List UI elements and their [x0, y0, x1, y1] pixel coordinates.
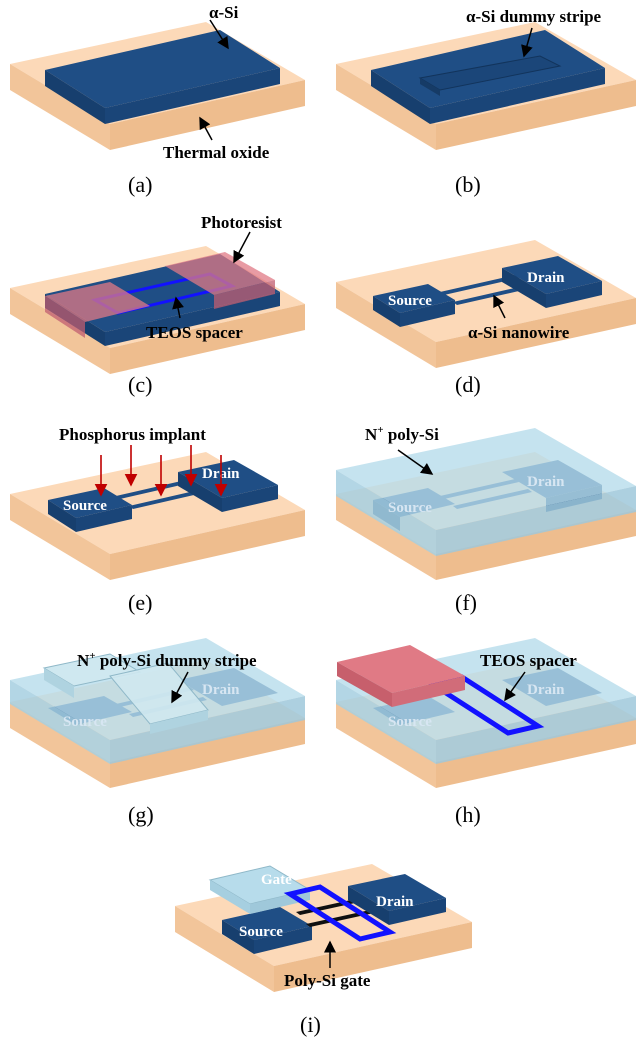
label-source-h: Source [388, 714, 432, 730]
oxide-arrow [199, 116, 213, 141]
label-source-i: Source [239, 924, 283, 940]
label-teos-c: TEOS spacer [146, 323, 243, 342]
label-nanowire: α-Si nanowire [468, 323, 570, 342]
label-drain-i: Drain [376, 894, 414, 910]
poly-si-gate-loop [283, 884, 397, 942]
dummy-arrow [521, 27, 533, 58]
label-teos-h: TEOS spacer [480, 651, 577, 670]
photoresist-h [337, 645, 465, 707]
asi-arrow [209, 19, 229, 50]
panel-e: Drain Source Phosphorus implant (e) [10, 425, 305, 615]
npoly-si-film [336, 428, 636, 556]
caption-i: (i) [300, 1012, 321, 1037]
label-drain-g: Drain [202, 682, 240, 698]
label-source-d: Source [388, 293, 432, 309]
photoresist-right [165, 252, 275, 309]
caption-h: (h) [455, 802, 481, 827]
label-asi: α-Si [209, 3, 239, 22]
caption-e: (e) [128, 590, 152, 615]
label-dummy-stripe: α-Si dummy stripe [466, 7, 602, 26]
asi-film [45, 30, 280, 124]
label-source-f: Source [388, 500, 432, 516]
nanowires [440, 275, 532, 305]
panel-f: Drain Source N+ poly-Si (f) [336, 424, 636, 615]
caption-a: (a) [128, 172, 152, 197]
label-photoresist: Photoresist [201, 213, 282, 232]
caption-d: (d) [455, 372, 481, 397]
nanowire-arrow [493, 294, 506, 319]
label-polygate: Poly-Si gate [284, 971, 371, 990]
panel-d: Drain Source α-Si nanowire (d) [336, 240, 636, 397]
panel-a: α-Si Thermal oxide (a) [10, 3, 305, 197]
panel-c: Photoresist TEOS spacer (c) [10, 213, 305, 397]
label-gate: Gate [261, 872, 292, 888]
panel-h: Drain Source TEOS spacer (h) [336, 638, 636, 827]
caption-b: (b) [455, 172, 481, 197]
caption-g: (g) [128, 802, 154, 827]
implant-arrows [94, 445, 228, 497]
label-implant: Phosphorus implant [59, 425, 206, 444]
label-thermal-oxide: Thermal oxide [163, 143, 270, 162]
panel-i: Gate Drain Source Poly-Si gate (i) [175, 864, 472, 1037]
label-drain-f: Drain [527, 474, 565, 490]
label-npoly-dummy: N+ poly-Si dummy stripe [77, 650, 257, 670]
source-pad [373, 284, 455, 327]
label-drain-h: Drain [527, 682, 565, 698]
teos-arrow-c [172, 296, 184, 319]
teos-arrow-h [504, 671, 526, 702]
source-pad-i [222, 907, 312, 954]
npoly-arrow [397, 449, 434, 475]
label-source-g: Source [63, 714, 107, 730]
npoly-dummy-arrow [171, 671, 189, 704]
npoly-dummy-stripe [42, 653, 209, 734]
drain-pad-i [348, 874, 446, 925]
asi-dummy-stripe [418, 55, 562, 96]
photoresist-arrow [233, 231, 251, 264]
panel-g: Drain Source N+ poly-Si dummy stripe (g) [10, 638, 305, 827]
label-drain-d: Drain [527, 270, 565, 286]
caption-f: (f) [455, 590, 477, 615]
caption-c: (c) [128, 372, 152, 397]
photoresist-left [45, 282, 150, 338]
label-source-e: Source [63, 498, 107, 514]
panel-b: α-Si dummy stripe (b) [336, 7, 636, 197]
label-npoly: N+ poly-Si [365, 424, 439, 444]
drain-pad [502, 256, 602, 308]
